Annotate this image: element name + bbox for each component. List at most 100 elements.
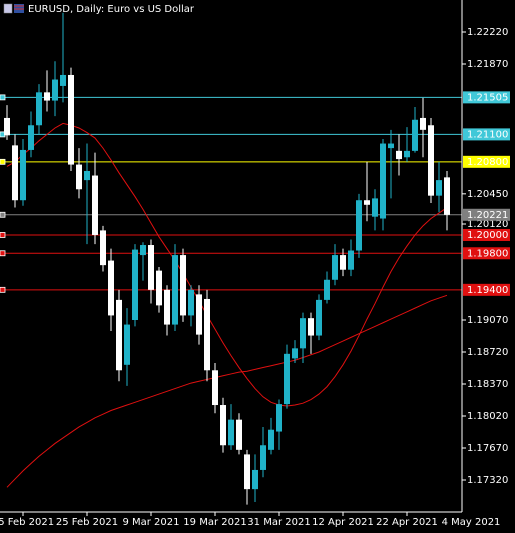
candle-body — [36, 92, 42, 126]
candle-body — [148, 245, 154, 290]
candle-body — [204, 298, 210, 371]
candle-body — [292, 348, 298, 359]
level-label: 1.19400 — [467, 285, 508, 296]
candle-body — [164, 289, 170, 325]
x-tick-label: 19 Mar 2021 — [183, 517, 246, 528]
x-tick-label: 25 Feb 2021 — [56, 517, 118, 528]
candle-body — [372, 198, 378, 217]
x-tick-label: 31 Mar 2021 — [247, 517, 310, 528]
candle-body — [28, 125, 34, 150]
candle-body — [428, 125, 434, 196]
level-box — [463, 208, 510, 221]
candle-body — [412, 119, 418, 151]
candle-body — [84, 170, 90, 181]
candle-body — [340, 255, 346, 270]
candle-body — [132, 249, 138, 320]
x-tick-label: 15 Feb 2021 — [0, 517, 54, 528]
candle-body — [348, 250, 354, 270]
candle-body — [92, 175, 98, 235]
candle-body — [404, 150, 410, 158]
level-box — [463, 91, 510, 104]
candle-body — [44, 92, 50, 101]
level-marker — [0, 250, 6, 257]
candle-body — [12, 145, 18, 201]
y-tick-label: 1.18020 — [467, 411, 508, 422]
level-box — [463, 155, 510, 168]
candle-body — [236, 419, 242, 450]
symbol-icon — [3, 3, 24, 14]
x-tick-label: 9 Mar 2021 — [122, 517, 179, 528]
level-marker — [0, 232, 6, 238]
candle-body — [436, 180, 442, 196]
y-tick-label: 1.18370 — [467, 379, 508, 390]
level-box — [463, 228, 510, 241]
level-marker — [0, 158, 6, 165]
level-label: 1.20800 — [467, 157, 508, 168]
candle-body — [276, 404, 282, 432]
candle-body — [220, 405, 226, 446]
y-tick-label: 1.20450 — [467, 189, 508, 200]
candle-body — [76, 164, 82, 190]
x-tick-label: 4 May 2021 — [442, 517, 501, 528]
candle-body — [444, 177, 450, 215]
level-label: 1.20221 — [467, 210, 508, 221]
level-label: 1.19800 — [467, 248, 508, 259]
level-marker — [0, 286, 6, 293]
candle-body — [420, 117, 426, 130]
candle-body — [20, 149, 26, 201]
candle-body — [52, 79, 58, 101]
candle-body — [156, 270, 162, 306]
candle-body — [100, 230, 106, 266]
y-tick-label: 1.18720 — [467, 347, 508, 358]
plot-area — [0, 12, 462, 505]
candle-body — [380, 143, 386, 219]
candle-body — [212, 370, 218, 406]
candle-body — [260, 445, 266, 470]
y-tick-label: 1.22220 — [467, 27, 508, 38]
candle-body — [252, 469, 258, 490]
y-tick-label: 1.20120 — [467, 219, 508, 230]
candle-body — [388, 143, 394, 149]
candle-body — [316, 299, 322, 336]
x-tick-label: 12 Apr 2021 — [312, 517, 374, 528]
x-tick-label: 22 Apr 2021 — [376, 517, 438, 528]
candle-body — [60, 74, 66, 86]
moving-average — [6, 122, 448, 407]
candle-body — [124, 324, 130, 365]
candle-body — [68, 74, 74, 165]
candle-body — [116, 299, 122, 371]
level-box — [463, 128, 510, 141]
candle-body — [196, 294, 202, 335]
level-box — [463, 247, 510, 260]
y-tick-label: 1.19070 — [467, 315, 508, 326]
level-label: 1.20000 — [467, 230, 508, 241]
candle-body — [108, 260, 114, 316]
candle-body — [284, 353, 290, 405]
candle-body — [308, 318, 314, 336]
candle-body — [180, 255, 186, 316]
level-marker — [0, 211, 6, 218]
candle-body — [364, 200, 370, 205]
y-tick-label: 1.21870 — [467, 59, 508, 70]
candle-body — [324, 279, 330, 300]
candle-body — [356, 200, 362, 251]
moving-average — [6, 294, 448, 488]
candle-body — [300, 318, 306, 349]
chart-title: EURUSD, Daily: Euro vs US Dollar — [28, 4, 195, 15]
candle-body — [268, 429, 274, 450]
level-marker — [0, 94, 6, 101]
candle-body — [396, 150, 402, 160]
candle-body — [172, 255, 178, 325]
candle-body — [140, 245, 146, 256]
y-tick-label: 1.17320 — [467, 475, 508, 486]
candle-body — [188, 289, 194, 316]
candle-body — [4, 117, 10, 136]
candle-body — [228, 419, 234, 446]
level-label: 1.21100 — [467, 129, 508, 140]
y-tick-label: 1.17670 — [467, 443, 508, 454]
level-box — [463, 283, 510, 296]
level-label: 1.21505 — [467, 92, 508, 103]
candle-body — [332, 255, 338, 280]
candle-body — [244, 454, 250, 490]
